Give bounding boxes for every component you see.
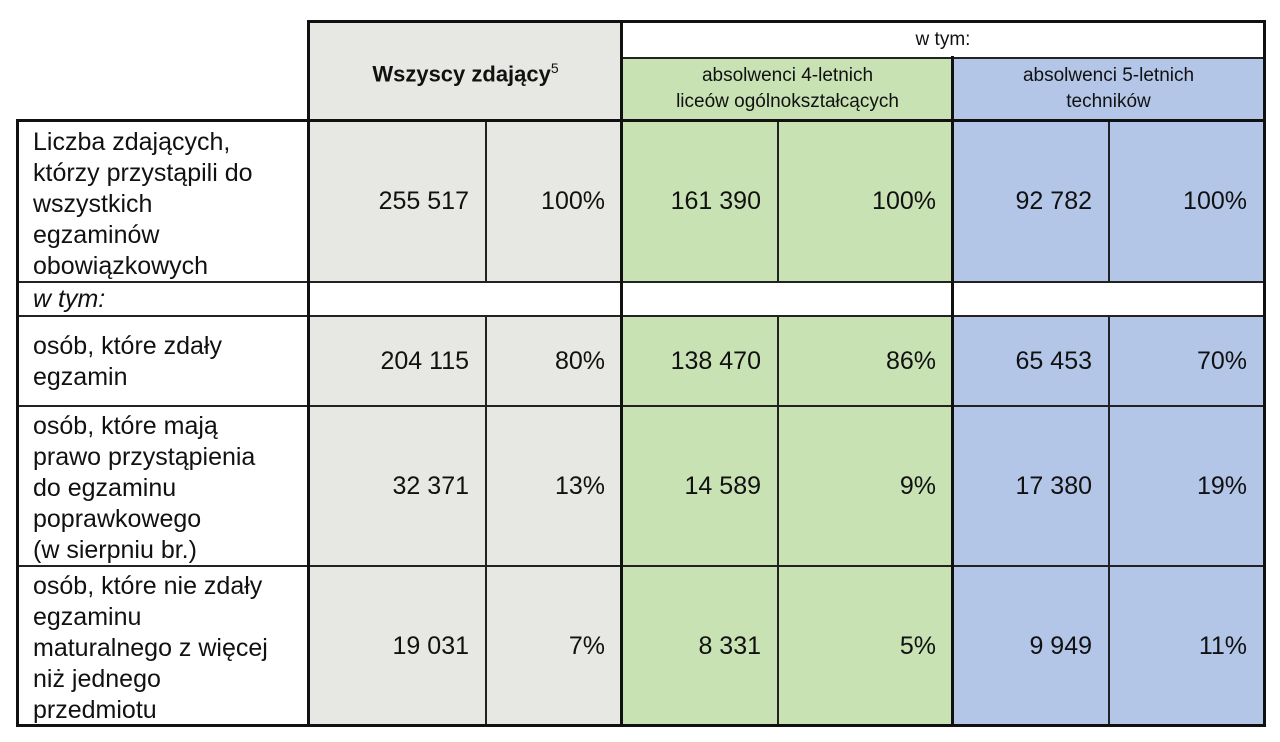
cell-passed-tech-count: 65 453 — [953, 316, 1109, 406]
border-all-group — [620, 20, 623, 727]
border-right-table — [1263, 20, 1266, 727]
cell-resit-lo-count: 14 589 — [622, 406, 778, 566]
cell-passed-lo-pct: 86% — [778, 316, 953, 406]
header-group-liceum: absolwenci 4-letnich liceów ogólnokształ… — [622, 58, 953, 120]
cell-total-lo-count: 161 390 — [622, 120, 778, 282]
cell-total-tech-pct: 100% — [1109, 120, 1264, 282]
border-left-header — [307, 20, 310, 122]
row-label-passed: osób, które zdały egzamin — [18, 316, 309, 406]
row-label-resit: osób, które mają prawo przystąpienia do … — [18, 406, 309, 566]
cell-w-tym-tech — [953, 282, 1264, 316]
cell-passed-lo-count: 138 470 — [622, 316, 778, 406]
row-label-total: Liczba zdających, którzy przystąpili do … — [18, 120, 309, 282]
cell-total-lo-pct: 100% — [778, 120, 953, 282]
cell-failed-all-pct: 7% — [486, 566, 622, 726]
border-bottom-table — [16, 724, 1266, 727]
header-w-tym: w tym: — [622, 22, 1264, 58]
header-group-technikum: absolwenci 5-letnich techników — [953, 58, 1264, 120]
cell-resit-tech-count: 17 380 — [953, 406, 1109, 566]
header-all-candidates-text: Wszyscy zdający5 — [372, 59, 559, 87]
cell-resit-all-count: 32 371 — [309, 406, 486, 566]
cell-failed-all-count: 19 031 — [309, 566, 486, 726]
border-top-header — [308, 20, 1266, 23]
cell-failed-lo-count: 8 331 — [622, 566, 778, 726]
cell-resit-tech-pct: 19% — [1109, 406, 1264, 566]
cell-total-tech-count: 92 782 — [953, 120, 1109, 282]
cell-total-all-count: 255 517 — [309, 120, 486, 282]
border-label-column — [307, 119, 310, 727]
cell-passed-tech-pct: 70% — [1109, 316, 1264, 406]
cell-w-tym-lo — [622, 282, 953, 316]
cell-passed-all-pct: 80% — [486, 316, 622, 406]
border-lo-group — [951, 56, 954, 727]
border-header-bottom — [16, 119, 1266, 122]
border-left-table — [16, 119, 19, 727]
cell-failed-tech-pct: 11% — [1109, 566, 1264, 726]
header-all-candidates: Wszyscy zdający5 — [309, 22, 622, 120]
cell-resit-lo-pct: 9% — [778, 406, 953, 566]
cell-passed-all-count: 204 115 — [309, 316, 486, 406]
row-label-w-tym: w tym: — [18, 282, 309, 316]
row-label-failed-multiple: osób, które nie zdały egzaminu maturalne… — [18, 566, 309, 726]
cell-resit-all-pct: 13% — [486, 406, 622, 566]
cell-failed-lo-pct: 5% — [778, 566, 953, 726]
cell-w-tym-all — [309, 282, 622, 316]
cell-failed-tech-count: 9 949 — [953, 566, 1109, 726]
cell-total-all-pct: 100% — [486, 120, 622, 282]
